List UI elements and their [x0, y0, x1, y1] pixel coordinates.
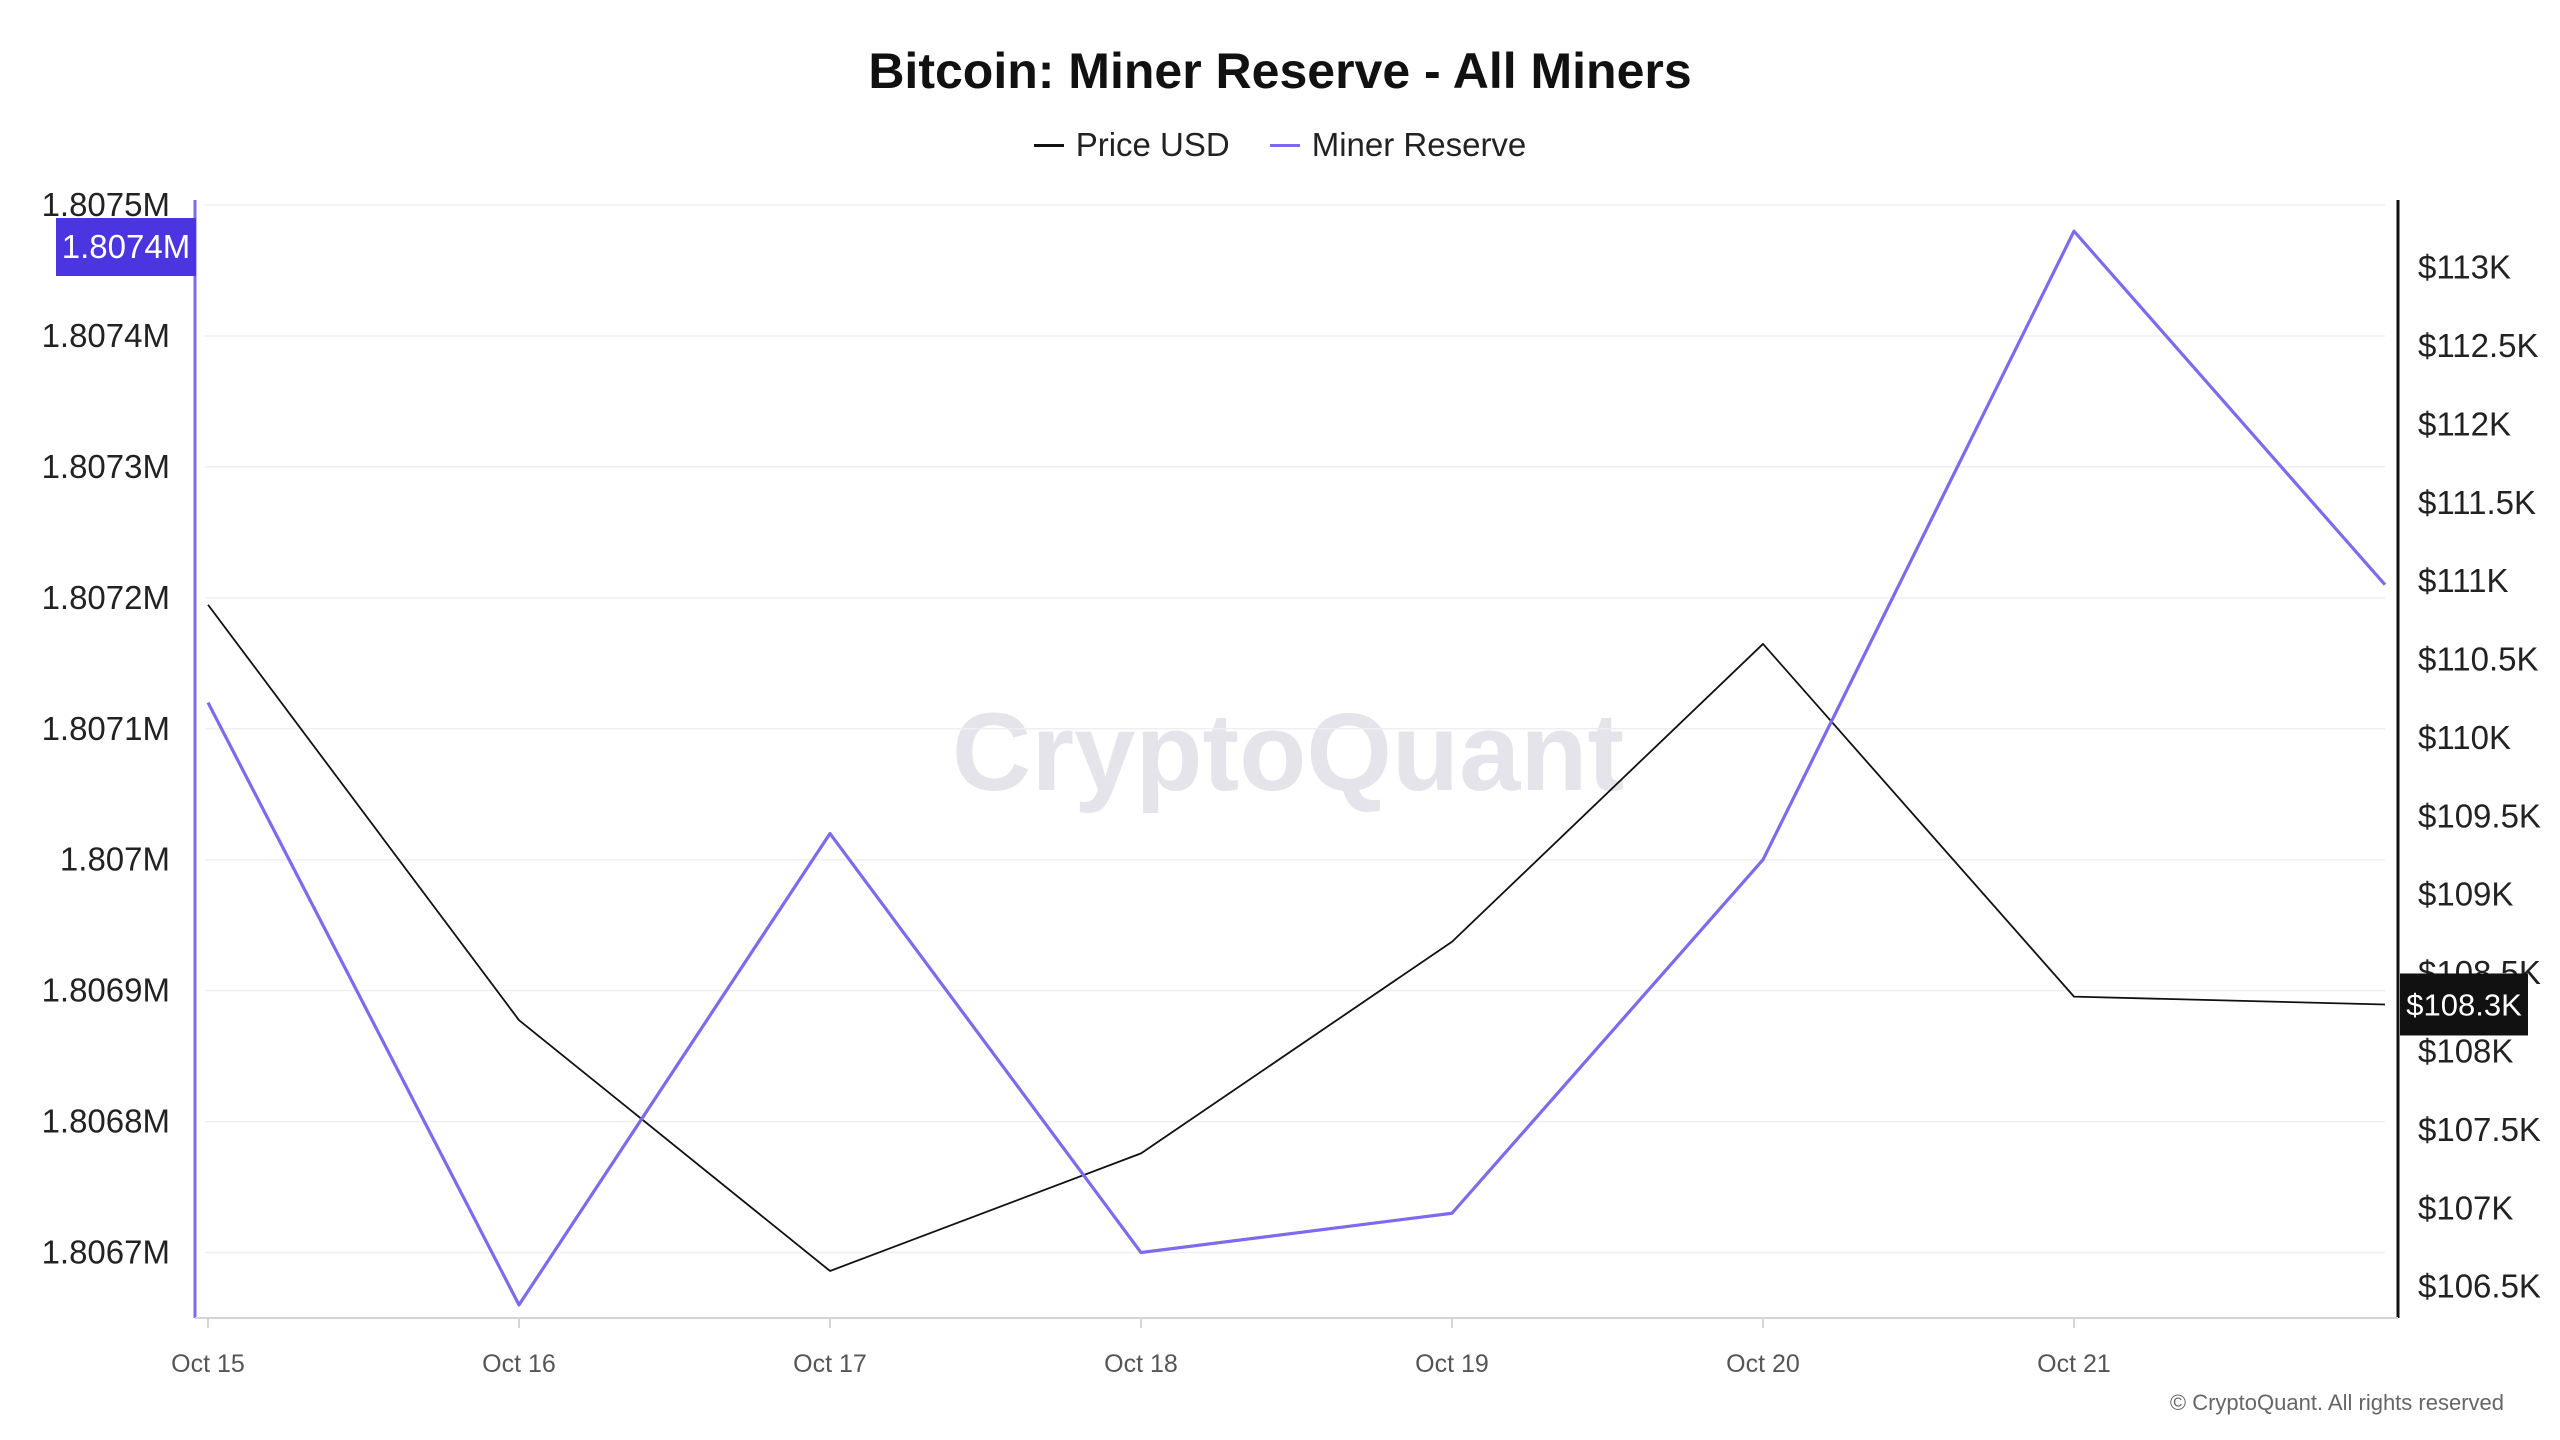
y-right-tick-label: $111.5K: [2418, 484, 2536, 521]
right-value-badge-text: $108.3K: [2406, 987, 2522, 1022]
x-tick-label: Oct 18: [1104, 1350, 1178, 1378]
y-right-tick-label: $108K: [2418, 1033, 2513, 1070]
y-right-tick-label: $109K: [2418, 876, 2513, 913]
legend-swatch-price: [1033, 143, 1064, 147]
y-right-tick-label: $112.5K: [2418, 327, 2539, 364]
y-right-tick-label: $110.5K: [2418, 641, 2539, 678]
legend-label-price: Price USD: [1075, 126, 1230, 163]
y-left-tick-label: 1.807M: [60, 841, 170, 878]
y-left-tick-label: 1.8073M: [42, 448, 170, 485]
x-tick-label: Oct 19: [1415, 1350, 1489, 1378]
x-tick-label: Oct 20: [1726, 1350, 1800, 1378]
y-left-tick-label: 1.8075M: [42, 186, 170, 223]
y-right-tick-label: $113K: [2418, 249, 2511, 286]
left-value-badge: 1.8074M: [56, 218, 196, 276]
left-value-badge-text: 1.8074M: [62, 228, 190, 265]
y-right-tick-label: $109.5K: [2418, 797, 2541, 834]
right-value-badge: $108.3K: [2400, 973, 2528, 1036]
y-left-tick-label: 1.8072M: [42, 579, 170, 616]
legend-item-price[interactable]: Price USD: [1033, 126, 1230, 164]
x-tick-label: Oct 15: [171, 1350, 245, 1378]
chart-title: Bitcoin: Miner Reserve - All Miners: [868, 43, 1692, 99]
y-left-tick-label: 1.8069M: [42, 972, 170, 1009]
y-right-tick-label: $106.5K: [2418, 1268, 2541, 1305]
y-right-tick-label: $107.5K: [2418, 1111, 2541, 1148]
x-tick-label: Oct 16: [482, 1350, 556, 1378]
legend-label-miner-reserve: Miner Reserve: [1311, 126, 1527, 163]
left-value-badge-bg: [56, 218, 196, 276]
y-left-tick-label: 1.8074M: [42, 317, 170, 354]
watermark: CryptoQuant: [952, 691, 1624, 814]
y-right-tick-label: $111K: [2418, 562, 2509, 599]
copyright-notice: © CryptoQuant. All rights reserved: [2169, 1390, 2504, 1415]
legend: Price USD Miner Reserve: [0, 126, 2560, 164]
series-line-miner-reserve: [206, 229, 2387, 1307]
x-tick-label: Oct 21: [2037, 1350, 2111, 1378]
y-left-tick-label: 1.8071M: [42, 710, 170, 747]
x-tick-label: Oct 17: [793, 1350, 867, 1378]
right-value-badge-bg: [2400, 973, 2528, 1036]
y-right-tick-label: $110K: [2418, 719, 2511, 756]
legend-swatch-miner-reserve: [1269, 143, 1300, 147]
y-right-tick-label: $112K: [2418, 405, 2511, 442]
y-left-tick-label: 1.8067M: [42, 1234, 170, 1271]
y-left-tick-label: 1.8068M: [42, 1103, 170, 1140]
y-right-tick-label: $107K: [2418, 1189, 2513, 1226]
series-line-price: [207, 604, 2386, 1272]
legend-item-miner-reserve[interactable]: Miner Reserve: [1269, 126, 1527, 164]
